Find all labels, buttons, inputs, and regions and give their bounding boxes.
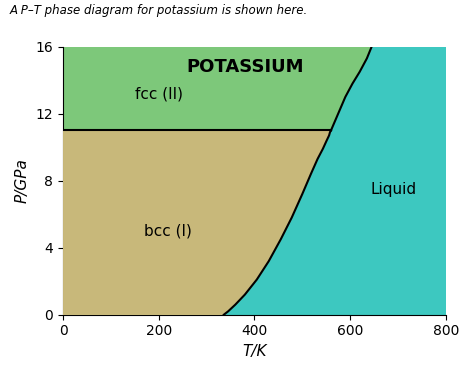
Polygon shape	[63, 131, 331, 315]
Text: Liquid: Liquid	[370, 182, 416, 197]
Text: fcc (II): fcc (II)	[135, 86, 182, 101]
Y-axis label: P/GPa: P/GPa	[15, 158, 30, 203]
X-axis label: T/K: T/K	[242, 344, 267, 359]
Polygon shape	[63, 47, 372, 131]
Text: bcc (I): bcc (I)	[145, 223, 192, 239]
Polygon shape	[63, 47, 446, 315]
Text: POTASSIUM: POTASSIUM	[186, 58, 304, 76]
Text: A P–T phase diagram for potassium is shown here.: A P–T phase diagram for potassium is sho…	[9, 4, 308, 17]
